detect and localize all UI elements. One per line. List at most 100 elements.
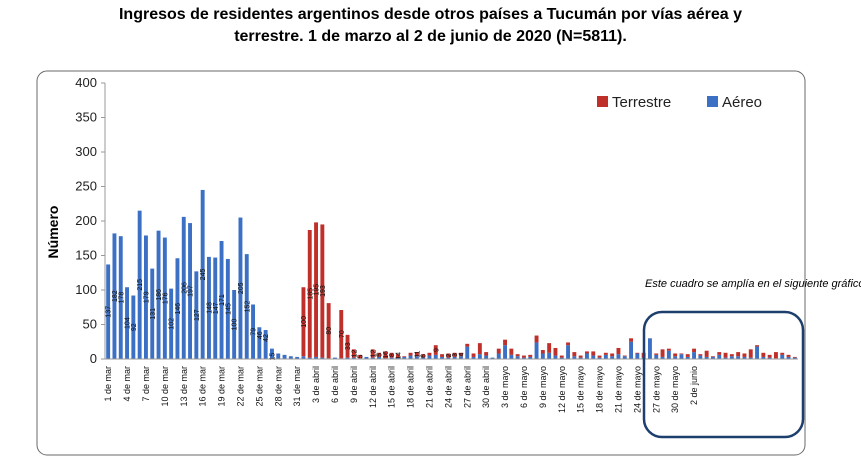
bar-aereo <box>685 356 690 359</box>
x-tick-label: 1 de mar <box>103 366 113 402</box>
x-tick-label: 27 de abril <box>462 366 472 408</box>
x-tick-label: 9 de abril <box>349 366 359 403</box>
bar-aereo <box>206 256 211 359</box>
bar-aereo <box>351 357 356 359</box>
bar-series <box>106 189 797 359</box>
bar-aereo <box>269 348 274 359</box>
bar-aereo <box>647 338 652 359</box>
bar-aereo <box>767 357 772 359</box>
bar-aereo <box>175 258 180 359</box>
bar-aereo <box>465 346 470 359</box>
bar-terrestre <box>326 303 331 359</box>
y-tick-label: 400 <box>75 75 97 90</box>
bar-terrestre <box>704 350 709 357</box>
data-label-terrestre: 4 <box>458 352 465 356</box>
x-tick-label: 31 de mar <box>292 366 302 407</box>
bar-aereo <box>717 354 722 359</box>
bar-terrestre <box>339 310 344 359</box>
bar-aereo <box>723 357 728 359</box>
bar-terrestre <box>578 355 583 358</box>
bar-aereo <box>377 356 382 359</box>
data-label-aereo: 146 <box>175 303 182 315</box>
bar-aereo <box>125 287 130 359</box>
data-label-terrestre: 100 <box>301 316 308 328</box>
bar-aereo <box>251 304 256 359</box>
x-tick-label: 22 de mar <box>235 366 245 407</box>
legend: Terrestre Aéreo <box>597 94 762 111</box>
bar-aereo <box>654 354 659 359</box>
data-label-aereo: 176 <box>162 292 169 304</box>
bar-terrestre <box>421 354 426 358</box>
y-tick-label: 200 <box>75 213 97 228</box>
bar-terrestre <box>540 350 545 354</box>
bar-aereo <box>610 356 615 359</box>
bar-terrestre <box>629 338 634 342</box>
x-tick-label: 16 de mar <box>198 366 208 407</box>
x-tick-label: 30 de abril <box>481 366 491 408</box>
y-tick-label: 100 <box>75 282 97 297</box>
bar-terrestre <box>685 354 690 357</box>
x-axis: 1 de mar 4 de mar 7 de mar 10 de mar 13 de m… <box>103 358 798 413</box>
bar-terrestre <box>351 349 356 358</box>
bar-terrestre <box>402 356 407 357</box>
bar-aereo <box>584 353 589 359</box>
bar-aereo <box>748 357 753 359</box>
bar-aereo <box>402 356 407 359</box>
data-label-aereo: 42 <box>263 334 270 342</box>
bar-aereo <box>238 217 243 359</box>
bar-aereo <box>484 355 489 359</box>
data-label-terrestre: 70 <box>339 330 346 338</box>
data-label-aereo: 206 <box>181 282 188 294</box>
data-label-aereo: 92 <box>131 323 138 331</box>
bar-aereo <box>200 189 205 359</box>
bar-terrestre <box>395 354 400 358</box>
bar-aereo <box>446 357 451 359</box>
data-label-aereo: 131 <box>150 308 157 320</box>
data-label-aereo: 15 <box>269 353 276 361</box>
data-label-terrestre: 80 <box>326 327 333 335</box>
bar-aereo <box>736 356 741 359</box>
bar-terrestre <box>723 352 728 358</box>
bar-terrestre <box>710 356 715 357</box>
bar-aereo <box>452 356 457 359</box>
bar-terrestre <box>503 339 508 346</box>
bar-terrestre <box>509 348 514 355</box>
bar-terrestre <box>440 354 445 357</box>
bar-terrestre <box>553 347 558 356</box>
x-tick-label: 6 de abril <box>330 366 340 403</box>
bar-aereo <box>591 355 596 359</box>
data-label-aereo: 182 <box>112 290 119 302</box>
bar-aereo <box>509 354 514 359</box>
bar-aereo <box>395 357 400 359</box>
bar-aereo <box>528 356 533 359</box>
x-tick-label: 4 de mar <box>122 366 132 402</box>
bar-terrestre <box>534 335 539 343</box>
data-label-terrestre: 14 <box>395 352 402 360</box>
data-label-aereo: 79 <box>251 328 258 336</box>
bar-aereo <box>780 354 785 359</box>
bar-aereo <box>169 288 174 359</box>
bar-terrestre <box>452 352 457 357</box>
data-label-aereo: 152 <box>244 301 251 313</box>
bar-aereo <box>710 356 715 359</box>
bar-terrestre <box>679 353 684 355</box>
bar-terrestre <box>370 349 375 358</box>
bar-aereo <box>515 356 520 359</box>
bar-terrestre <box>792 356 797 358</box>
bar-terrestre <box>755 345 760 347</box>
data-label-aereo: 178 <box>118 292 125 304</box>
bar-aereo <box>314 356 319 359</box>
legend-swatch-aereo <box>707 96 718 107</box>
y-tick-label: 250 <box>75 179 97 194</box>
data-label-terrestre: 185 <box>307 288 314 300</box>
bar-aereo <box>433 354 438 359</box>
data-label-aereo: 197 <box>188 285 195 297</box>
bar-terrestre <box>559 355 564 358</box>
bar-aereo <box>307 357 312 359</box>
bar-aereo <box>156 230 161 359</box>
y-tick-label: 50 <box>83 317 97 332</box>
data-label-aereo: 127 <box>194 309 201 321</box>
bar-aereo <box>534 342 539 359</box>
data-label-terrestre: 6 <box>421 354 428 358</box>
